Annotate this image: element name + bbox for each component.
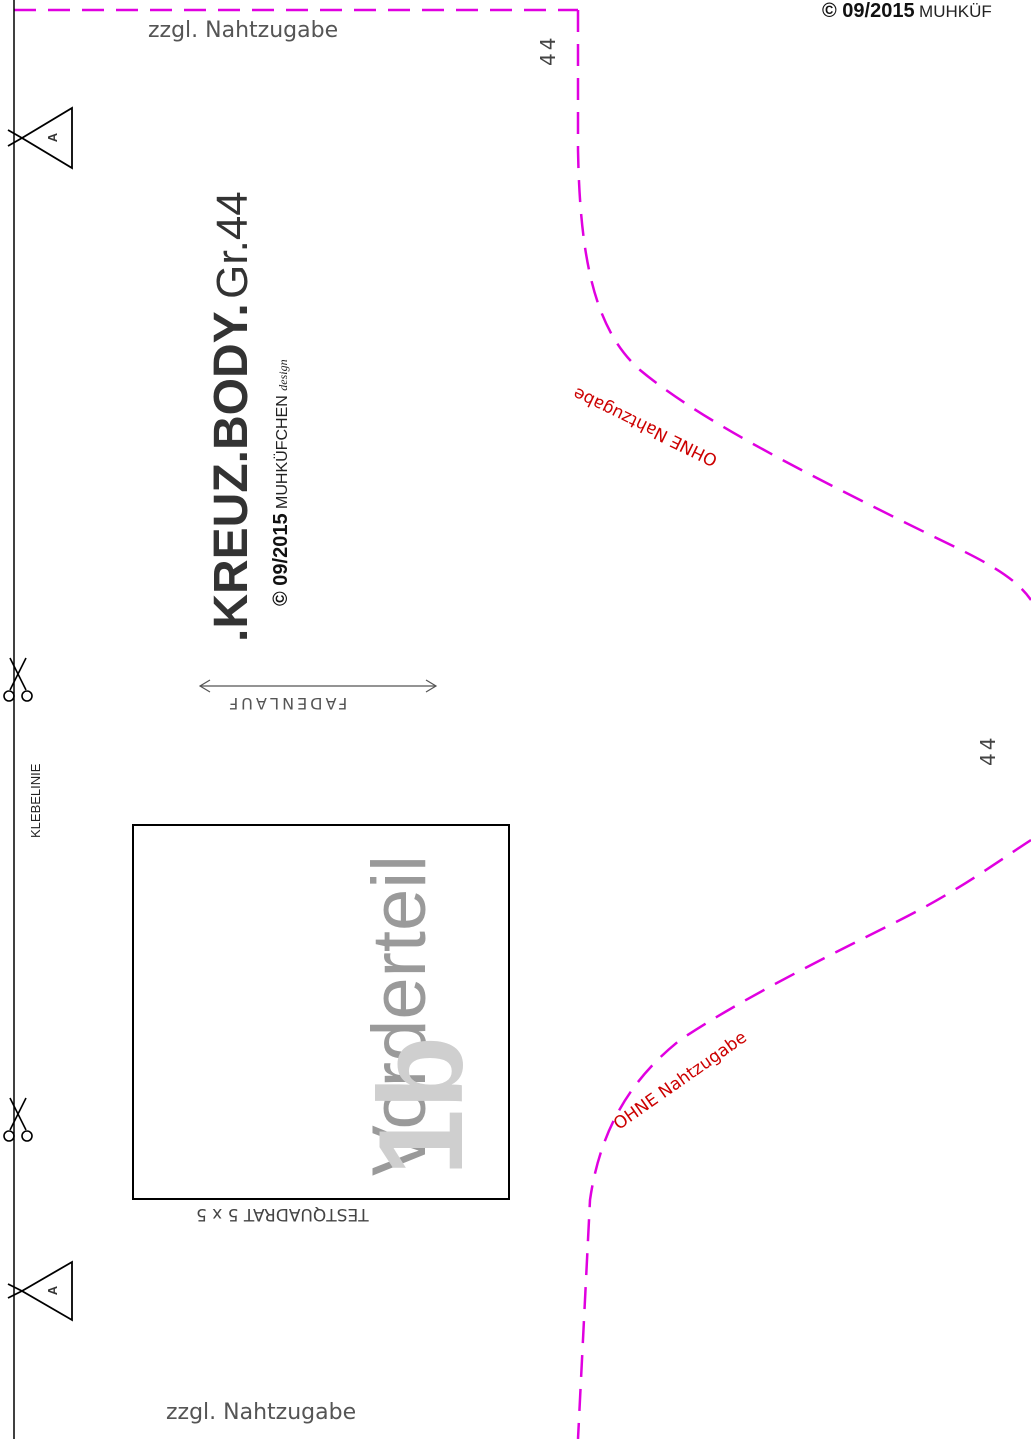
- test-square-box: Vorderteil 1b: [132, 824, 510, 1200]
- size-marker-top: 44: [536, 34, 560, 66]
- size-marker-middle: 44: [976, 734, 1000, 766]
- corner-copyright-year: © 09/2015: [822, 0, 915, 22]
- title-size: Gr.44: [208, 191, 257, 299]
- test-square-label: TESTQUADRAT 5 x 5: [196, 1204, 369, 1224]
- cut-line-curve: [576, 10, 1031, 1439]
- notch-label-bottom: A: [45, 1285, 61, 1296]
- piece-number: 1b: [354, 1035, 488, 1176]
- corner-brand: MUHKÜF: [919, 2, 992, 21]
- title-name: .KREUZ.BODY.: [205, 303, 258, 642]
- subtitle-design: design: [276, 359, 290, 391]
- grainline-arrow: [198, 679, 438, 693]
- subtitle-copyright: © 09/2015: [270, 513, 292, 606]
- notch-label-top: A: [45, 132, 61, 143]
- notch-triangle-bottom: [7, 1260, 73, 1322]
- glue-line-label: KLEBELINIE: [28, 763, 43, 838]
- grainline-label: FADENLAUF: [226, 694, 348, 713]
- pattern-title: .KREUZ.BODY. Gr.44: [204, 191, 259, 642]
- subtitle-brand: MUHKÜFCHEN: [274, 395, 291, 509]
- seam-allowance-top: zzgl. Nahtzugabe: [148, 18, 339, 43]
- seam-allowance-bottom: zzgl. Nahtzugabe: [166, 1400, 357, 1425]
- notch-triangle-top: [7, 106, 73, 170]
- scissors-icon-lower: [3, 1097, 33, 1142]
- pattern-subtitle: © 09/2015 MUHKÜFCHEN design: [270, 359, 293, 606]
- scissors-icon-upper: [3, 657, 33, 702]
- corner-copyright: © 09/2015 MUHKÜF: [822, 0, 992, 23]
